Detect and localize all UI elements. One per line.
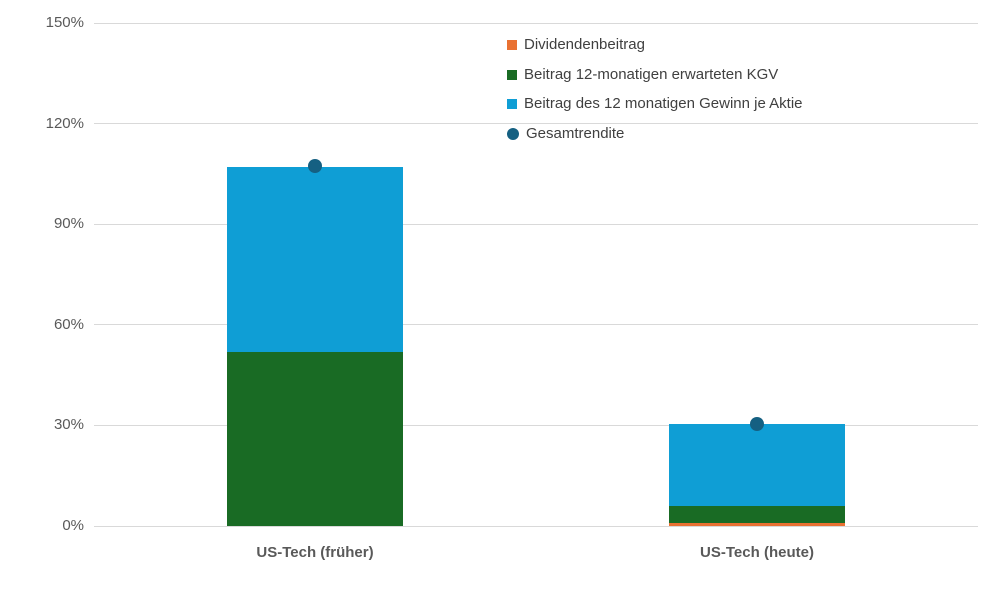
gridline	[94, 123, 978, 125]
legend-item-dividend: Dividendenbeitrag	[507, 31, 803, 61]
total-return-marker	[308, 158, 322, 173]
bar-segment-eps	[669, 423, 845, 506]
total-return-marker	[750, 416, 764, 431]
legend: Dividendenbeitrag Beitrag 12-monatigen er…	[507, 31, 803, 149]
y-axis-tick-label: 0%	[62, 517, 84, 534]
legend-square-icon	[507, 69, 517, 80]
gridline	[94, 22, 978, 24]
y-axis-tick-label: 60%	[53, 315, 84, 333]
legend-circle-icon	[507, 127, 519, 140]
y-axis-tick-label: 120%	[45, 114, 84, 132]
x-axis-category-label: US-Tech (heute)	[700, 544, 814, 561]
bar-segment-dividend	[669, 522, 845, 526]
bar-segment-kgv	[669, 505, 845, 523]
legend-item-kgv: Beitrag 12-monatigen erwarteten KGV	[507, 60, 803, 90]
bar-segment-eps	[227, 167, 403, 352]
y-axis-tick-label: 90%	[53, 215, 84, 233]
x-axis-category-label: US-Tech (früher)	[256, 544, 374, 561]
y-axis-tick-label: 150%	[45, 14, 84, 31]
gridline	[94, 424, 978, 426]
legend-label: Beitrag des 12 monatigen Gewinn je Aktie	[524, 95, 803, 113]
legend-square-icon	[507, 40, 517, 51]
legend-item-total: Gesamtrendite	[507, 119, 803, 149]
y-axis-tick-label: 30%	[53, 416, 84, 434]
legend-item-eps: Beitrag des 12 monatigen Gewinn je Aktie	[507, 90, 803, 120]
gridline	[94, 223, 978, 225]
gridline	[94, 525, 978, 527]
bar-segment-kgv	[227, 351, 403, 526]
legend-square-icon	[507, 99, 517, 110]
gridline	[94, 324, 978, 326]
legend-label: Beitrag 12-monatigen erwarteten KGV	[524, 65, 779, 83]
legend-label: Gesamtrendite	[526, 124, 625, 142]
legend-label: Dividendenbeitrag	[524, 36, 645, 54]
